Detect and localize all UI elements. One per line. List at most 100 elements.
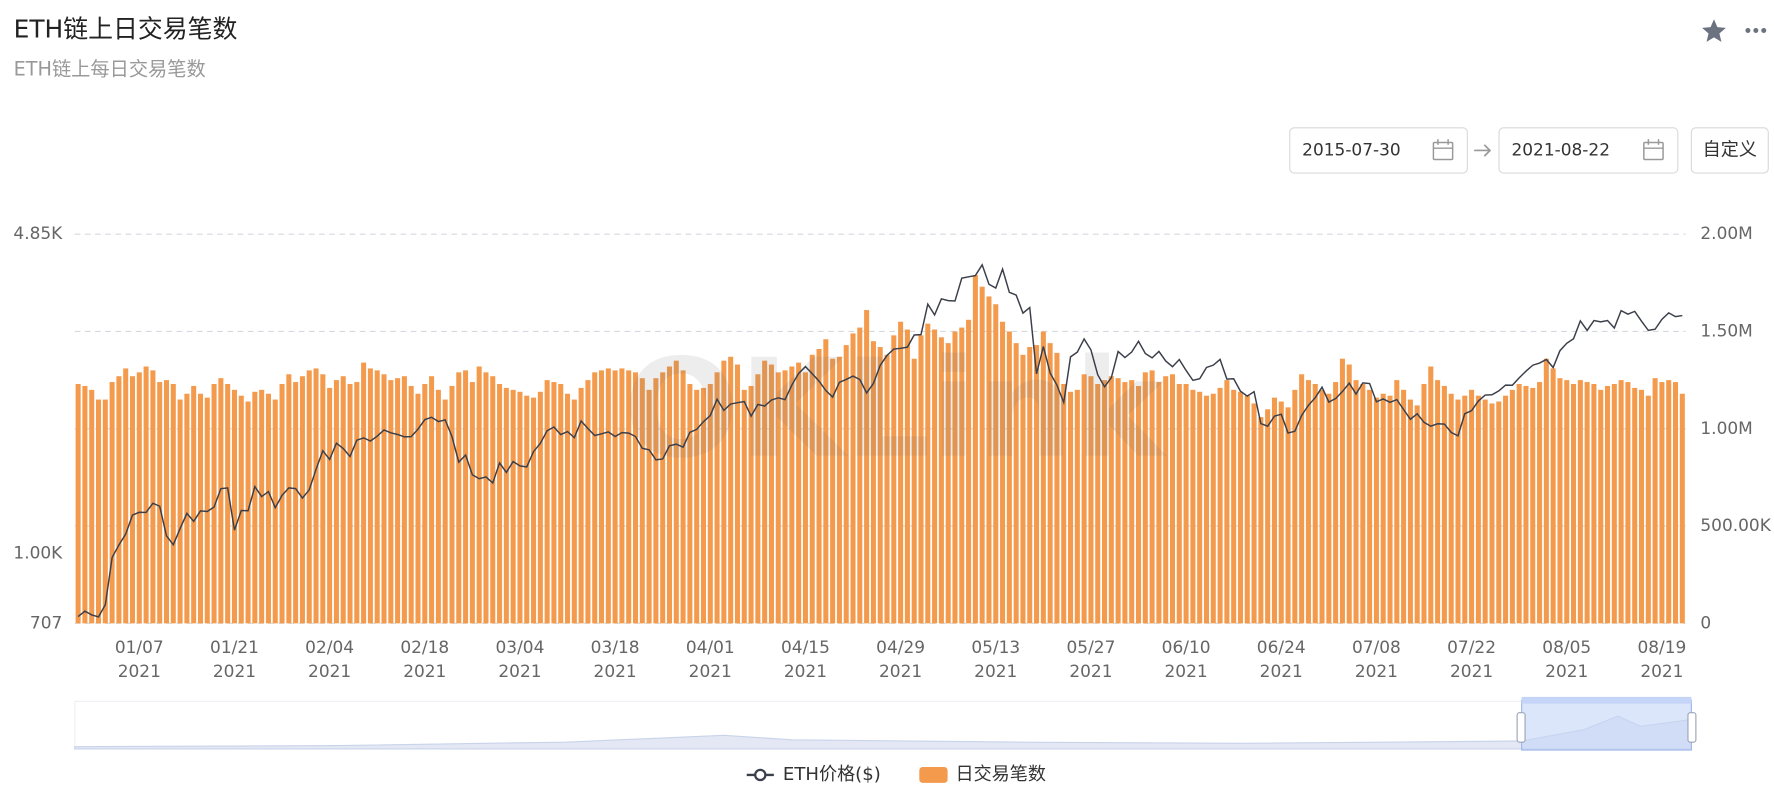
bar [646, 389, 652, 624]
bar [734, 364, 740, 624]
bar [748, 385, 754, 624]
bar [1679, 393, 1685, 624]
legend-marker [754, 768, 767, 782]
bar [884, 354, 890, 624]
bar [1496, 401, 1502, 624]
bar [238, 395, 244, 624]
bar [1149, 370, 1155, 624]
bar [1407, 399, 1413, 624]
bar [469, 382, 475, 624]
star-icon[interactable] [1702, 19, 1726, 42]
y2-tick-label: 1.00M [1700, 418, 1752, 438]
bar [231, 389, 237, 624]
bar [1176, 384, 1182, 624]
bar [191, 385, 197, 624]
bar [1006, 331, 1012, 624]
bar [1061, 384, 1067, 624]
bar [1394, 380, 1400, 624]
end-date-input[interactable]: 2021-08-22 [1498, 127, 1679, 174]
bar [327, 387, 333, 624]
bar [1353, 380, 1359, 624]
legend-item[interactable]: ETH价格($) [746, 764, 881, 785]
bar [1482, 399, 1488, 624]
bar [1638, 389, 1645, 624]
x-tick-label: 07/08 2021 [1352, 637, 1401, 681]
bar [1095, 384, 1101, 624]
bar [1564, 380, 1570, 624]
bar [1557, 378, 1563, 624]
x-tick-label: 04/15 2021 [781, 637, 830, 681]
legend-label: 日交易笔数 [956, 764, 1046, 785]
legend: ETH价格($) 日交易笔数 [746, 764, 1046, 785]
bar [1401, 389, 1407, 624]
bar [1373, 397, 1379, 624]
bar [768, 364, 774, 624]
price-line [77, 263, 1683, 618]
bar [1584, 382, 1590, 624]
bar [1611, 384, 1617, 624]
bar [1088, 376, 1094, 624]
bar [354, 382, 360, 624]
data-zoom[interactable] [74, 696, 1697, 751]
bar [1156, 382, 1162, 624]
bar [680, 370, 686, 624]
bar [1169, 374, 1176, 624]
bar [517, 391, 523, 624]
start-date-input[interactable]: 2015-07-30 [1289, 127, 1468, 174]
bar [1625, 382, 1631, 624]
bar [299, 376, 305, 624]
bar [272, 399, 278, 624]
y2-tick-label: 500.00K [1700, 515, 1771, 535]
start-date: 2015-07-30 [1302, 139, 1401, 159]
bar [408, 385, 414, 624]
bar [571, 399, 577, 624]
custom-button[interactable]: 自定义 [1690, 127, 1769, 174]
bar [531, 397, 537, 624]
bar [306, 370, 312, 624]
bar [1435, 380, 1441, 624]
bar [1285, 407, 1291, 624]
x-tick-label: 04/01 2021 [686, 637, 735, 681]
bar [782, 370, 788, 624]
bar [639, 378, 645, 624]
legend-item[interactable]: 日交易笔数 [919, 764, 1046, 785]
bar [490, 376, 496, 624]
watermark: OKLink [624, 331, 1167, 489]
bar [986, 296, 992, 624]
bar [1326, 393, 1332, 624]
bar [1197, 391, 1203, 624]
bar [102, 399, 108, 624]
bar [476, 366, 482, 624]
bar [333, 380, 339, 624]
bar [1428, 366, 1434, 624]
bar [1034, 345, 1040, 624]
bar [1672, 382, 1679, 624]
bar [442, 399, 448, 624]
bar [558, 384, 564, 624]
bar [1163, 376, 1169, 624]
bar [197, 393, 203, 624]
more-icon[interactable] [1745, 28, 1767, 34]
bar [1462, 395, 1468, 624]
bar [1224, 380, 1230, 624]
bar [1523, 385, 1529, 624]
bar [415, 393, 421, 624]
bar [612, 370, 618, 624]
bar [1142, 372, 1148, 624]
x-tick-label: 01/21 2021 [210, 637, 259, 681]
x-tick-label: 06/10 2021 [1162, 637, 1211, 681]
bar [483, 372, 489, 624]
bar [1666, 380, 1672, 624]
bar [918, 335, 924, 624]
bar [177, 399, 183, 624]
bar [966, 319, 972, 624]
bar [340, 376, 346, 624]
bar [1571, 384, 1577, 624]
bar [422, 384, 428, 624]
bar [265, 393, 271, 624]
bar [1271, 397, 1277, 624]
bar [836, 356, 842, 624]
bar [374, 370, 380, 624]
bar [687, 384, 693, 624]
bar [721, 360, 727, 624]
